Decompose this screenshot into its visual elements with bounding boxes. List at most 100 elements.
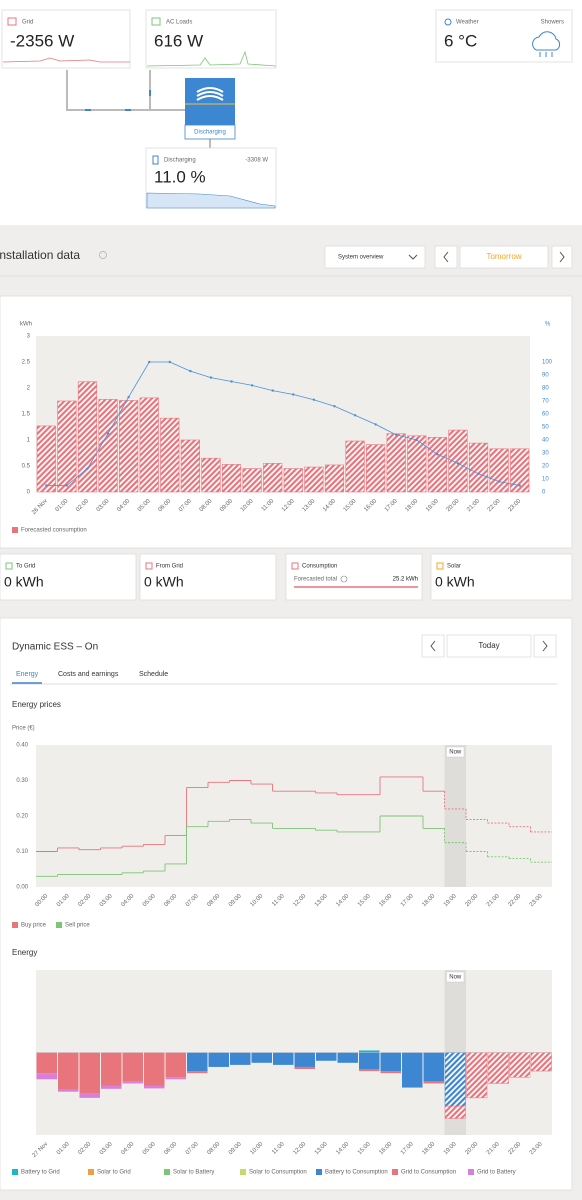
flow (85, 90, 151, 111)
bar-segment (187, 1052, 208, 1072)
soc-point (189, 369, 192, 373)
bar (489, 448, 509, 493)
soc-point (230, 380, 233, 383)
icon (7, 17, 17, 26)
soc-point (353, 414, 357, 417)
info-icon[interactable] (99, 251, 107, 259)
plot-area (36, 745, 552, 887)
value: 616 W (154, 31, 203, 50)
bar-segment (58, 1052, 79, 1090)
total-label: Consumption (302, 564, 337, 570)
bar-segment (444, 1105, 466, 1119)
legend-label: Solar to Consumption (249, 1170, 307, 1176)
bar-segment (58, 1089, 79, 1092)
bar-segment (316, 1052, 337, 1061)
bar (98, 399, 118, 493)
state: Discharging (194, 130, 226, 136)
bar (324, 464, 345, 493)
legend-swatch (12, 922, 18, 928)
bar-segment (79, 1093, 100, 1098)
day: Today (478, 641, 499, 650)
total-value: 0 kWh (144, 574, 184, 590)
prev-button[interactable] (421, 634, 445, 658)
legend-swatch (12, 1169, 18, 1175)
bar (242, 468, 262, 493)
soc-point (168, 360, 171, 364)
icon (5, 562, 13, 570)
legend-label: Sell price (65, 923, 90, 929)
total-label: Solar (447, 564, 461, 570)
bar-segment (187, 1071, 208, 1074)
inverter-state (184, 124, 236, 140)
y-tick-label: 3 (27, 334, 31, 340)
y-tick-label: 2.5 (22, 360, 31, 366)
next-button[interactable] (533, 634, 557, 658)
y-tick-label: 0.40 (16, 743, 28, 749)
label: Weather (456, 20, 479, 26)
legend-swatch (316, 1169, 322, 1175)
soc-point (65, 484, 69, 487)
bar-segment (101, 1052, 122, 1086)
bar-segment (466, 1052, 488, 1099)
soc-point (127, 395, 130, 399)
bar (366, 444, 386, 493)
bar (201, 457, 221, 493)
bar-segment (36, 1052, 57, 1074)
chevron (408, 254, 418, 260)
loads-card[interactable] (145, 9, 277, 69)
bar (221, 464, 242, 493)
soc-point (106, 432, 110, 435)
soc-point (148, 360, 151, 364)
legend-swatch (164, 1169, 170, 1175)
arrow (430, 640, 436, 652)
tab[interactable]: Energy (16, 671, 39, 678)
bar (119, 400, 139, 493)
legend-label: Solar to Grid (97, 1170, 131, 1176)
icon (436, 562, 444, 570)
now-label: Now (449, 975, 462, 981)
inverter[interactable] (185, 78, 235, 125)
day-button[interactable] (459, 245, 549, 269)
logo (196, 87, 224, 101)
legend-swatch (392, 1169, 398, 1175)
y2-tick-label: 100 (542, 360, 553, 366)
bar-segment (294, 1052, 315, 1067)
y-tick-label: 2 (27, 386, 31, 392)
bar (57, 400, 77, 493)
arrow (559, 251, 565, 263)
soc-point (395, 433, 398, 436)
total-subvalue: 25.2 kWh (393, 577, 418, 583)
total-value: 0 kWh (435, 574, 475, 590)
bar-segment (165, 1077, 186, 1080)
bar-segment (36, 1073, 57, 1080)
tab[interactable]: Schedule (139, 671, 168, 678)
soc-point (436, 453, 439, 456)
y2-tick-label: 80 (542, 386, 549, 392)
soc: 11.0 % (154, 167, 206, 186)
soc-point (497, 480, 501, 483)
now-badge (446, 746, 465, 758)
label: AC Loads (166, 20, 192, 26)
label: Grid (22, 20, 33, 26)
y-tick-label: 1.5 (22, 412, 31, 418)
grid-card[interactable] (1, 9, 131, 69)
section-title: Energy (12, 948, 37, 957)
legend-label: Buy price (21, 923, 47, 929)
next-button[interactable] (551, 245, 573, 269)
weather-card[interactable] (435, 9, 573, 63)
tab[interactable]: Costs and earnings (58, 671, 119, 678)
legend-swatch (12, 527, 18, 533)
bar-segment (487, 1052, 509, 1084)
soc-point (86, 467, 89, 470)
day-button[interactable] (446, 634, 532, 658)
bar-segment (359, 1069, 380, 1072)
prev-button[interactable] (434, 245, 458, 269)
value: 6 °C (444, 31, 477, 50)
bar (304, 466, 324, 493)
condition: Showers (541, 20, 564, 26)
day: Tomorrow (486, 252, 521, 261)
view-select[interactable] (324, 245, 426, 269)
soc-point (415, 438, 418, 442)
ess-title: Dynamic ESS – On (12, 642, 98, 653)
